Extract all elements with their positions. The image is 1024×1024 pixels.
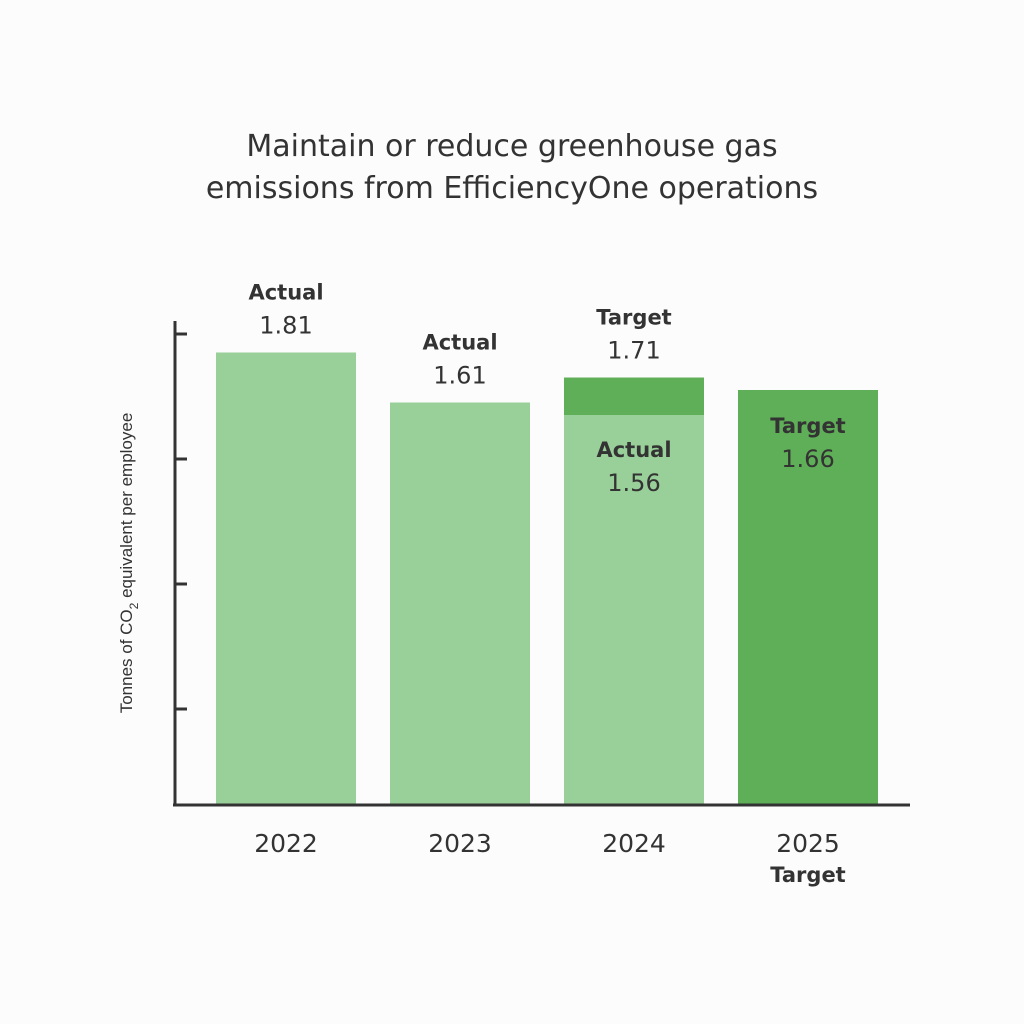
y-axis-label-rest: equivalent per employee (117, 413, 136, 603)
bar-label-tag-2024-actual: Actual (596, 438, 671, 462)
x-tick-label-2023: 2023 (428, 829, 492, 858)
x-tick-label-2025: 2025 (776, 829, 840, 858)
bar-label-value-2022-actual: 1.81 (259, 312, 312, 340)
y-axis-ticks (175, 332, 187, 711)
y-axis-label: Tonnes of CO2 equivalent per employee (117, 413, 141, 714)
bar-target-2025 (738, 390, 878, 805)
bar-labels-group: Actual 1.81 Actual 1.61 Target 1.71 Actual 1.56… (248, 281, 845, 498)
bar-label-value-2024-actual: 1.56 (607, 469, 660, 497)
bar-label-tag-2023-actual: Actual (422, 331, 497, 355)
chart-title-line-1: Maintain or reduce greenhouse gas (246, 129, 778, 164)
y-axis-label-main: Tonnes of CO (117, 609, 136, 713)
bar-label-value-2023-actual: 1.61 (433, 362, 486, 390)
bar-label-tag-2025-target: Target (770, 414, 845, 438)
bar-actual-2023 (390, 402, 530, 805)
x-tick-label-2022: 2022 (254, 829, 318, 858)
bars-group (216, 352, 878, 805)
bar-label-tag-2022-actual: Actual (248, 281, 323, 305)
bar-label-value-2024-target: 1.71 (607, 337, 660, 365)
x-tick-labels: 2022 2023 2024 2025 Target (254, 829, 846, 887)
y-axis-label-subscript: 2 (127, 602, 141, 609)
bar-label-tag-2024-target: Target (596, 306, 671, 330)
bar-actual-2024 (564, 415, 704, 805)
y-axis (173, 321, 187, 805)
chart-title-line-2: emissions from EfficiencyOne operations (205, 171, 819, 206)
bar-actual-2022 (216, 352, 356, 805)
bar-label-value-2025-target: 1.66 (781, 445, 834, 473)
x-tick-sublabel-2025: Target (770, 863, 845, 887)
chart-title: Maintain or reduce greenhouse gas emissi… (0, 126, 1024, 210)
x-tick-label-2024: 2024 (602, 829, 666, 858)
